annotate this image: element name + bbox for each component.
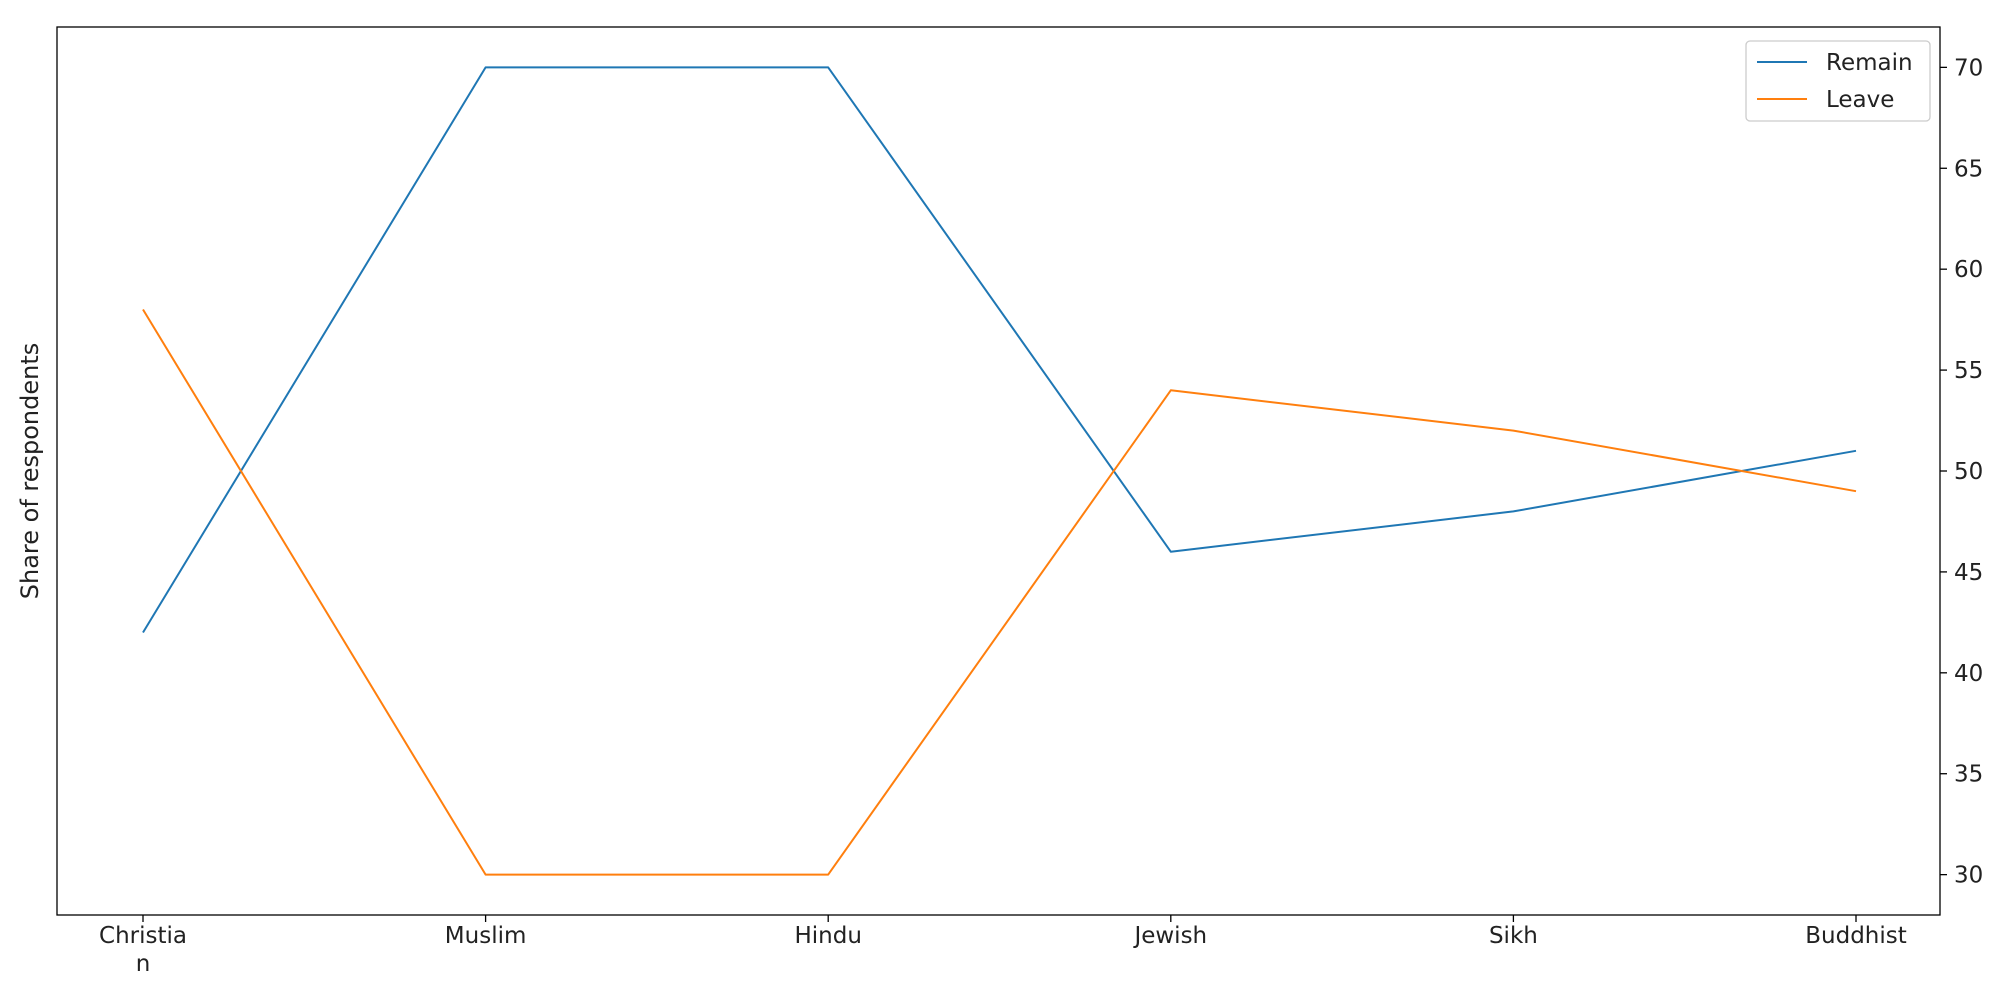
- y-tick-label: 70: [1954, 55, 1983, 81]
- y-tick-label: 35: [1954, 762, 1983, 788]
- x-tick-label-line: Buddhist: [1805, 923, 1907, 949]
- series-line-leave: [143, 310, 1856, 875]
- series-layer: [143, 67, 1856, 874]
- x-tick-label: Hindu: [794, 923, 861, 949]
- y-tick-label: 50: [1954, 459, 1983, 485]
- x-tick-label: Muslim: [445, 923, 527, 949]
- x-tick-label: Buddhist: [1805, 923, 1907, 949]
- x-tick-label-line: Muslim: [445, 923, 527, 949]
- x-tick-label-line: Jewish: [1132, 923, 1207, 949]
- y-tick-label: 40: [1954, 661, 1983, 687]
- x-tick-label-line: Sikh: [1489, 923, 1538, 949]
- legend-label-remain: Remain: [1826, 50, 1913, 76]
- plot-frame: [57, 27, 1940, 915]
- series-line-remain: [143, 67, 1856, 632]
- y-tick-label: 65: [1954, 156, 1983, 182]
- x-tick-label-line: n: [136, 951, 151, 977]
- x-tick-label-line: Christia: [99, 923, 187, 949]
- y-tick-label: 60: [1954, 257, 1983, 283]
- y-tick-label: 30: [1954, 863, 1983, 889]
- y-tick-label: 45: [1954, 560, 1983, 586]
- y-axis: 30 35 40 45 50 55 60 65 70: [1940, 55, 1983, 888]
- legend-label-leave: Leave: [1826, 87, 1894, 113]
- y-tick-label: 55: [1954, 358, 1983, 384]
- x-tick-label: Sikh: [1489, 923, 1538, 949]
- legend: Remain Leave: [1746, 41, 1930, 121]
- y-axis-label: Share of respondents: [16, 343, 44, 600]
- x-tick-label-line: Hindu: [794, 923, 861, 949]
- x-tick-label: Jewish: [1132, 923, 1207, 949]
